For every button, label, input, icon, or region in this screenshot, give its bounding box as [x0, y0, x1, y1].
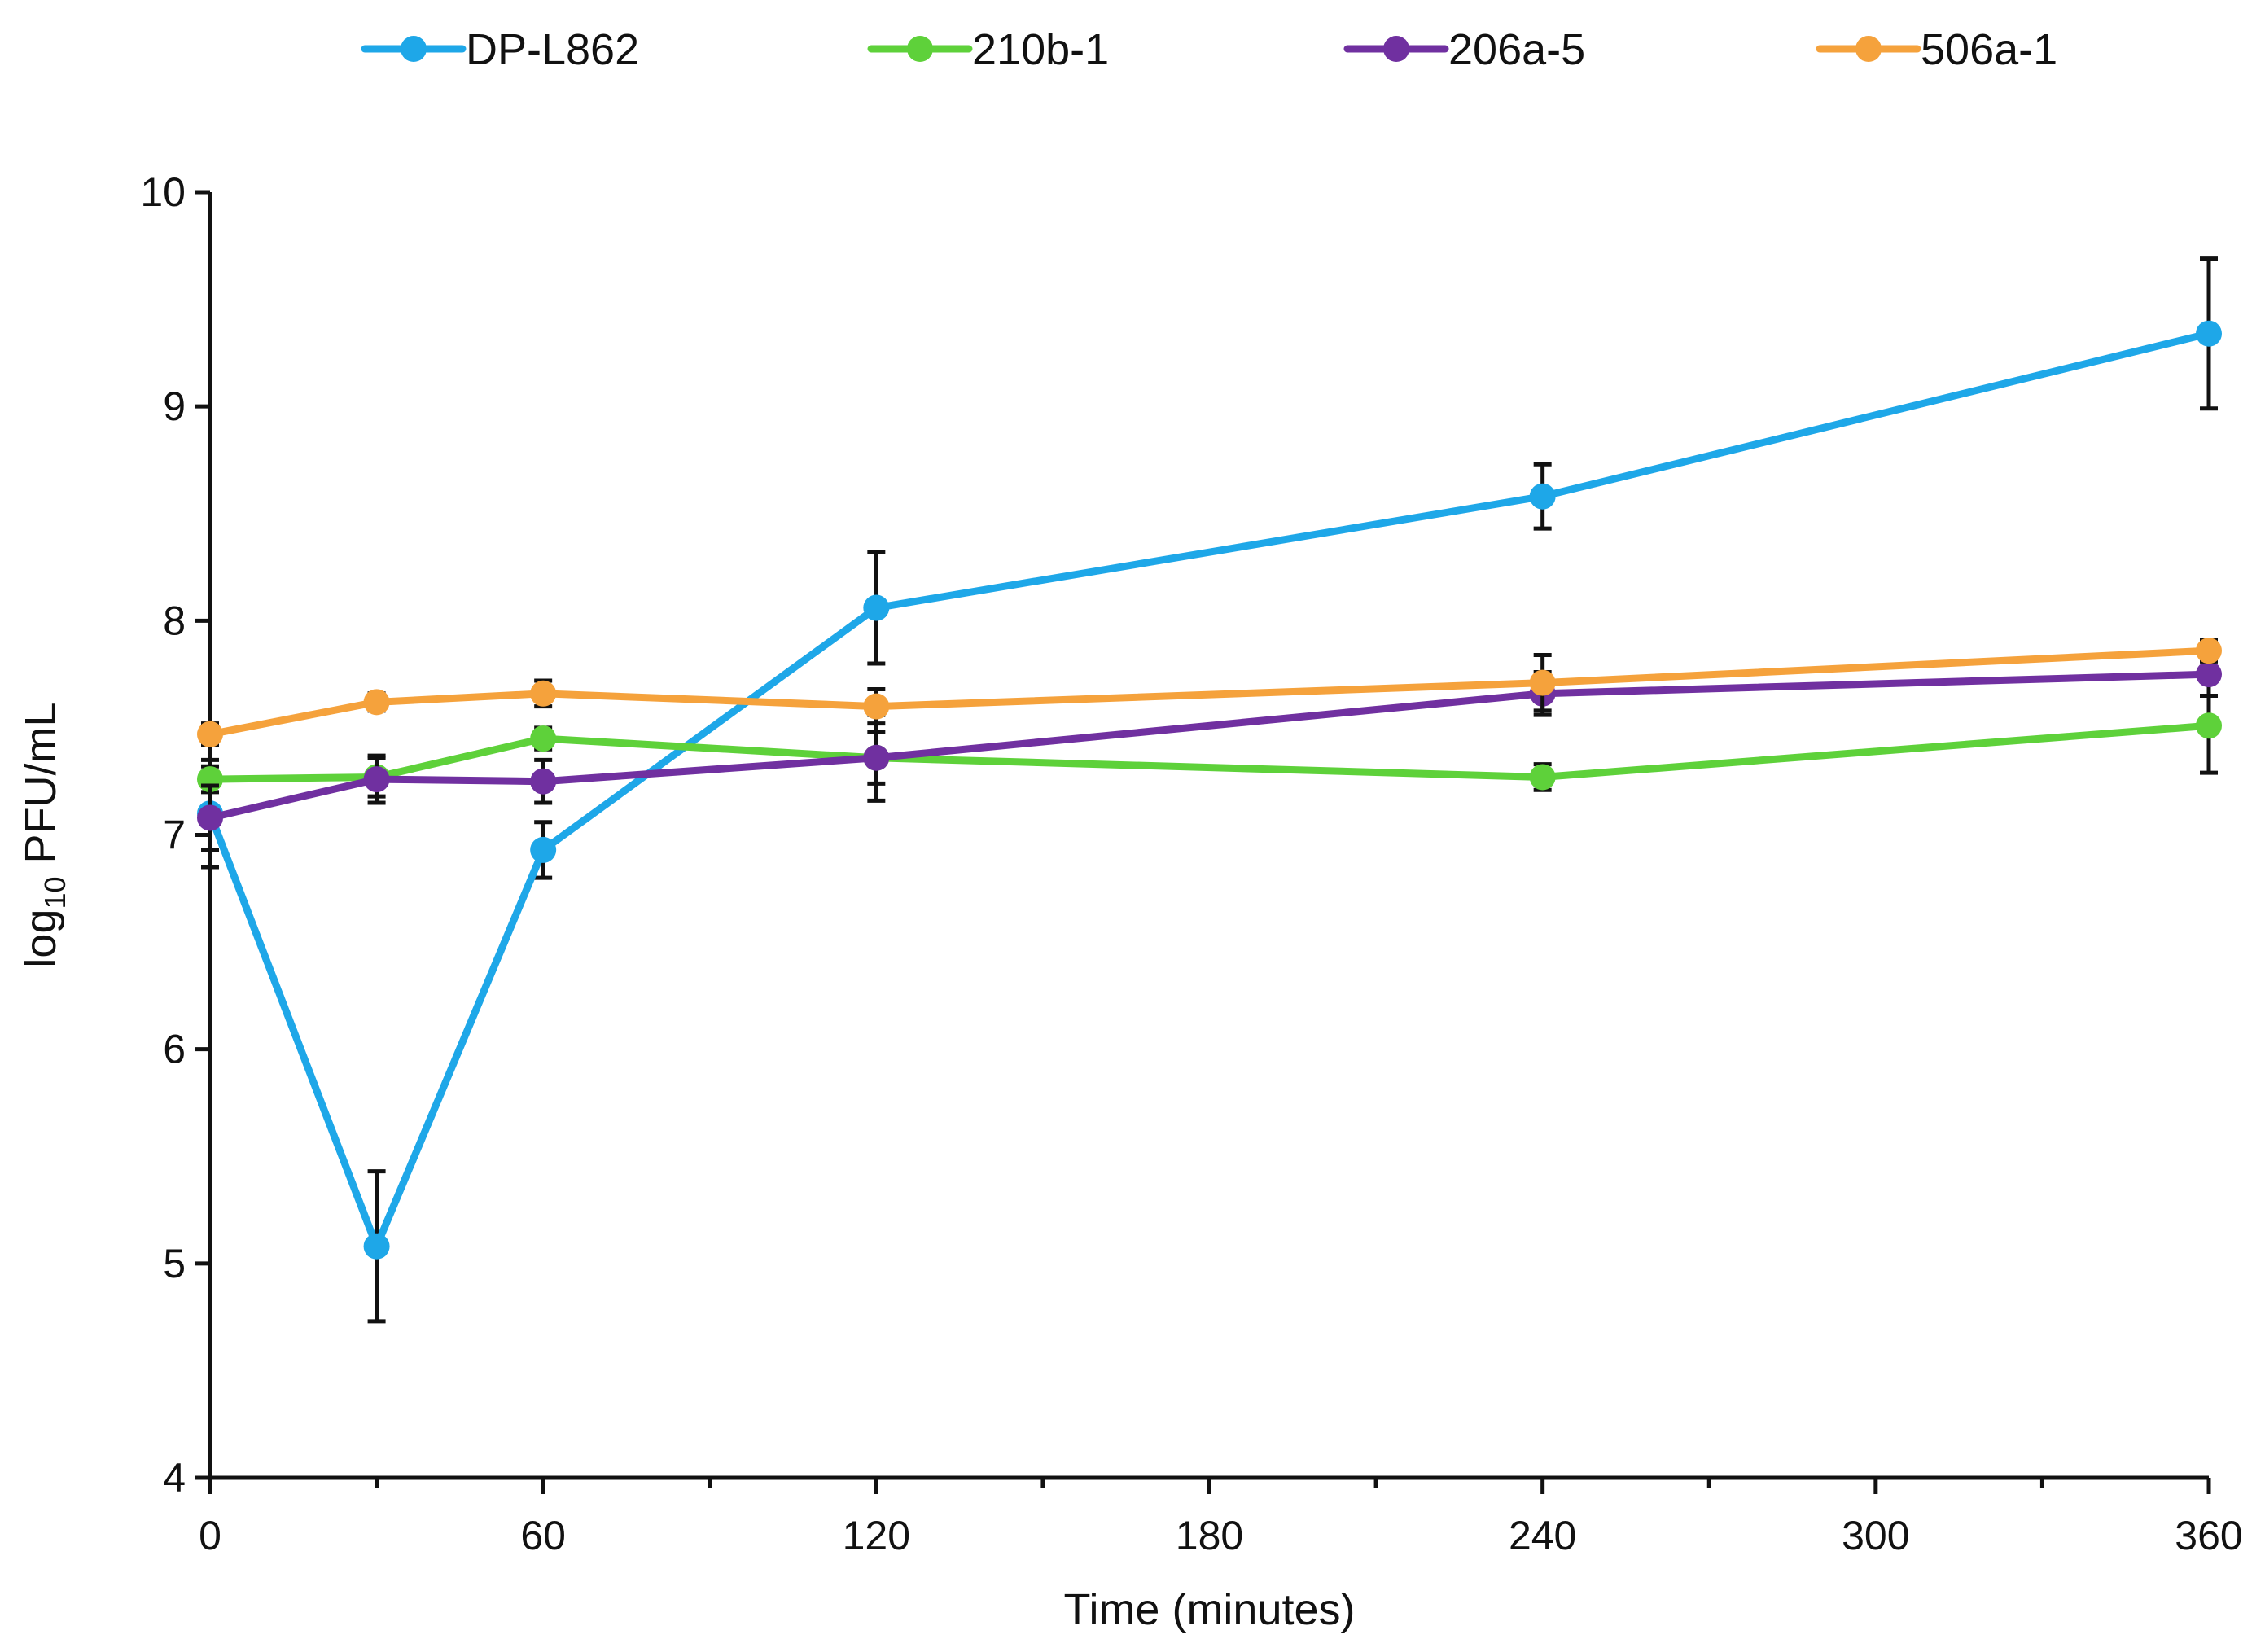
data-point-506a-1 — [1529, 669, 1556, 696]
legend-label: DP-L862 — [466, 25, 639, 74]
series-line-506a-1 — [206, 646, 2213, 738]
legend-swatch-marker — [401, 36, 427, 62]
data-point-506a-1 — [197, 721, 223, 747]
data-point-dp-l862 — [2196, 320, 2222, 347]
data-point-dp-l862 — [1529, 483, 1556, 510]
data-point-dp-l862 — [530, 836, 557, 863]
x-tick-label: 60 — [520, 1513, 566, 1558]
y-tick-label: 6 — [163, 1027, 186, 1072]
y-tick-label: 9 — [163, 383, 186, 429]
data-point-506a-1 — [863, 693, 890, 720]
legend-swatch-marker — [1855, 36, 1882, 62]
y-tick-label: 8 — [163, 598, 186, 643]
data-point-210b-1 — [2196, 712, 2222, 739]
legend-item-dp-l862: DP-L862 — [361, 25, 639, 74]
y-tick-label: 4 — [163, 1455, 186, 1501]
data-point-210b-1 — [530, 725, 557, 752]
series-506a-1 — [197, 638, 2222, 747]
y-axis-title-subscript: 10 — [38, 876, 72, 909]
legend-item-210b-1: 210b-1 — [867, 25, 1109, 74]
legend-item-506a-1: 506a-1 — [1816, 25, 2057, 74]
data-point-206a-5 — [363, 766, 390, 793]
legend-label: 506a-1 — [1921, 25, 2057, 74]
y-tick-label: 10 — [140, 169, 186, 215]
series-line-206a-5 — [206, 670, 2213, 822]
y-axis-title-suffix: PFU/mL — [16, 702, 65, 863]
y-tick-label: 7 — [163, 813, 186, 858]
data-point-206a-5 — [530, 768, 557, 795]
legend: DP-L862 210b-1 206a-5 506a-1 — [361, 25, 2057, 74]
axes: 4 5 6 7 8 9 10 0 60 120 180 240 300 360 — [140, 169, 2242, 1558]
y-tick-label: 5 — [163, 1241, 186, 1286]
legend-label: 206a-5 — [1448, 25, 1585, 74]
y-axis-title: log10 PFU/mL — [16, 702, 72, 967]
x-tick-label: 180 — [1176, 1513, 1243, 1558]
x-axis-title: Time (minutes) — [1063, 1585, 1355, 1634]
series-line-210b-1 — [206, 721, 2213, 783]
x-tick-label: 0 — [199, 1513, 221, 1558]
data-point-210b-1 — [1529, 764, 1556, 791]
x-tick-label: 240 — [1509, 1513, 1576, 1558]
legend-item-206a-5: 206a-5 — [1343, 25, 1585, 74]
legend-swatch-marker — [907, 36, 933, 62]
legend-label: 210b-1 — [972, 25, 1109, 74]
data-point-dp-l862 — [363, 1233, 390, 1260]
x-tick-label: 120 — [843, 1513, 910, 1558]
data-point-206a-5 — [197, 804, 223, 831]
x-ticks: 0 60 120 180 240 300 360 — [199, 1478, 2243, 1558]
plot-series — [197, 256, 2222, 1324]
data-point-506a-1 — [363, 689, 390, 716]
data-point-506a-1 — [530, 680, 557, 707]
x-tick-label: 300 — [1842, 1513, 1909, 1558]
data-point-dp-l862 — [863, 594, 890, 621]
y-ticks: 4 5 6 7 8 9 10 — [140, 169, 210, 1501]
series-line-dp-l862 — [206, 330, 2213, 1251]
data-point-206a-5 — [863, 744, 890, 771]
series-dp-l862 — [197, 256, 2222, 1324]
legend-swatch-marker — [1383, 36, 1409, 62]
x-tick-label: 360 — [2175, 1513, 2242, 1558]
data-point-206a-5 — [2196, 661, 2222, 688]
data-point-506a-1 — [2196, 638, 2222, 664]
y-axis-title-prefix: log — [16, 909, 65, 968]
